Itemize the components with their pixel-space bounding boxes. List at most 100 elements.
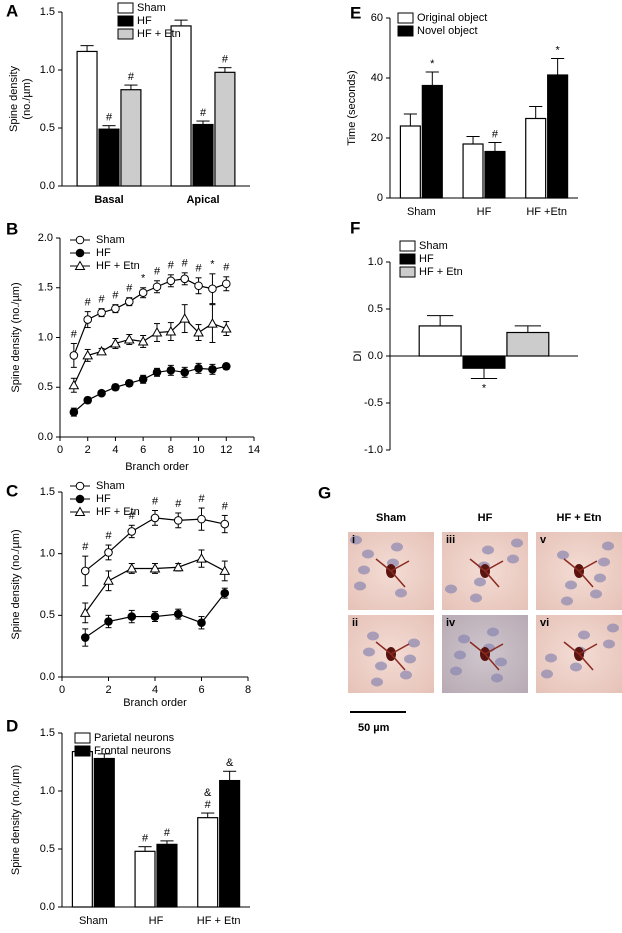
marker — [219, 565, 231, 575]
significance-mark: # — [492, 128, 499, 140]
legend-swatch — [74, 732, 91, 744]
bar — [484, 150, 506, 199]
cell-nucleus — [602, 541, 614, 551]
marker — [166, 276, 176, 286]
column-header: HF — [478, 512, 493, 524]
marker — [151, 327, 163, 337]
y-tick-label: -0.5 — [364, 397, 383, 409]
y-tick-label: 0.5 — [368, 303, 383, 315]
y-tick-label: 1.0 — [368, 256, 383, 268]
significance-mark: # — [164, 827, 171, 839]
x-tick-label: 10 — [192, 444, 204, 456]
image-label: iv — [446, 617, 456, 629]
marker — [150, 513, 160, 523]
cell-nucleus — [511, 538, 523, 548]
bar — [76, 50, 98, 187]
legend-swatch — [397, 12, 414, 24]
marker — [150, 612, 160, 621]
marker — [83, 395, 93, 405]
image-label: iii — [446, 534, 455, 546]
bar — [192, 123, 214, 187]
x-tick-label: 8 — [168, 444, 174, 456]
legend-label: Sham — [137, 2, 166, 14]
significance-mark: # — [142, 833, 149, 845]
cell-process — [375, 558, 410, 588]
legend-swatch — [399, 240, 416, 252]
significance-mark: # — [71, 328, 78, 340]
marker — [208, 284, 217, 294]
marker — [75, 481, 85, 491]
y-axis-label: Spine density (no./µm) — [10, 282, 22, 392]
significance-mark: # — [168, 260, 175, 272]
significance-mark: # — [182, 258, 189, 270]
cell-nucleus — [362, 549, 374, 559]
cell-nucleus — [507, 554, 519, 564]
marker — [111, 382, 120, 392]
x-tick-label: 4 — [112, 444, 118, 456]
cell-nucleus — [363, 647, 375, 657]
panel-letter: F — [350, 218, 360, 237]
significance-mark: * — [430, 58, 435, 70]
cell-nucleus — [495, 657, 507, 667]
legend-label: HF + Etn — [137, 28, 181, 40]
cell-nucleus — [482, 545, 494, 555]
bar — [214, 71, 236, 187]
y-tick-label: 0.5 — [40, 609, 55, 621]
significance-mark: # — [200, 107, 207, 119]
significance-mark: # — [175, 498, 182, 510]
marker — [123, 333, 135, 344]
significance-mark: # — [196, 263, 203, 275]
significance-mark: # — [198, 493, 205, 505]
y-tick-label: 0.5 — [40, 122, 55, 134]
bar — [170, 25, 192, 187]
marker — [82, 349, 94, 360]
significance-mark: # — [128, 71, 135, 83]
marker — [68, 379, 80, 390]
legend-label: Sham — [96, 234, 125, 246]
legend-label: HF + Etn — [96, 260, 140, 272]
cell-nucleus — [487, 627, 499, 637]
cell-nucleus — [491, 673, 503, 683]
marker — [127, 527, 137, 536]
cell-nucleus — [594, 573, 606, 583]
significance-mark: # — [222, 500, 229, 512]
legend-swatch — [74, 745, 91, 757]
marker — [137, 335, 149, 346]
y-axis-label: Time (seconds) — [346, 70, 358, 145]
legend-label: HF — [96, 493, 111, 505]
marker — [149, 562, 161, 573]
significance-mark: # — [106, 112, 113, 124]
marker — [110, 337, 121, 348]
y-tick-label: 0.0 — [40, 901, 55, 913]
y-tick-label: 1.5 — [40, 727, 55, 739]
marker — [220, 519, 230, 529]
significance-mark: # — [223, 262, 230, 274]
legend-label: Sham — [419, 240, 448, 252]
marker — [124, 297, 134, 306]
cell-nucleus — [545, 653, 557, 663]
marker — [103, 575, 114, 585]
x-tick-label: Basal — [94, 194, 123, 206]
cell-nucleus — [474, 577, 486, 587]
cell-nucleus — [603, 639, 615, 649]
legend-swatch — [117, 15, 134, 27]
x-tick-label: 2 — [85, 444, 91, 456]
y-tick-label: 0.0 — [40, 180, 55, 192]
marker — [220, 588, 230, 598]
y-tick-label: 0.5 — [40, 843, 55, 855]
series-line — [73, 278, 227, 356]
x-tick-label: HF + Etn — [197, 915, 241, 927]
x-tick-label: 6 — [198, 684, 204, 696]
cell-nucleus — [458, 634, 470, 644]
panel-0: A 0.0 0.5 1.0 1.5 Spine density (no./µm) Basal #… — [6, 1, 250, 206]
marker — [75, 494, 85, 504]
y-tick-label: 0.0 — [40, 671, 55, 683]
bar — [134, 850, 156, 908]
cell-nucleus — [371, 677, 383, 687]
scale-bar-label: 50 µm — [358, 722, 390, 734]
significance-mark: # — [129, 510, 136, 522]
legend-label: Frontal neurons — [94, 745, 172, 757]
legend-label: Sham — [96, 480, 125, 492]
image-label: i — [352, 534, 355, 546]
